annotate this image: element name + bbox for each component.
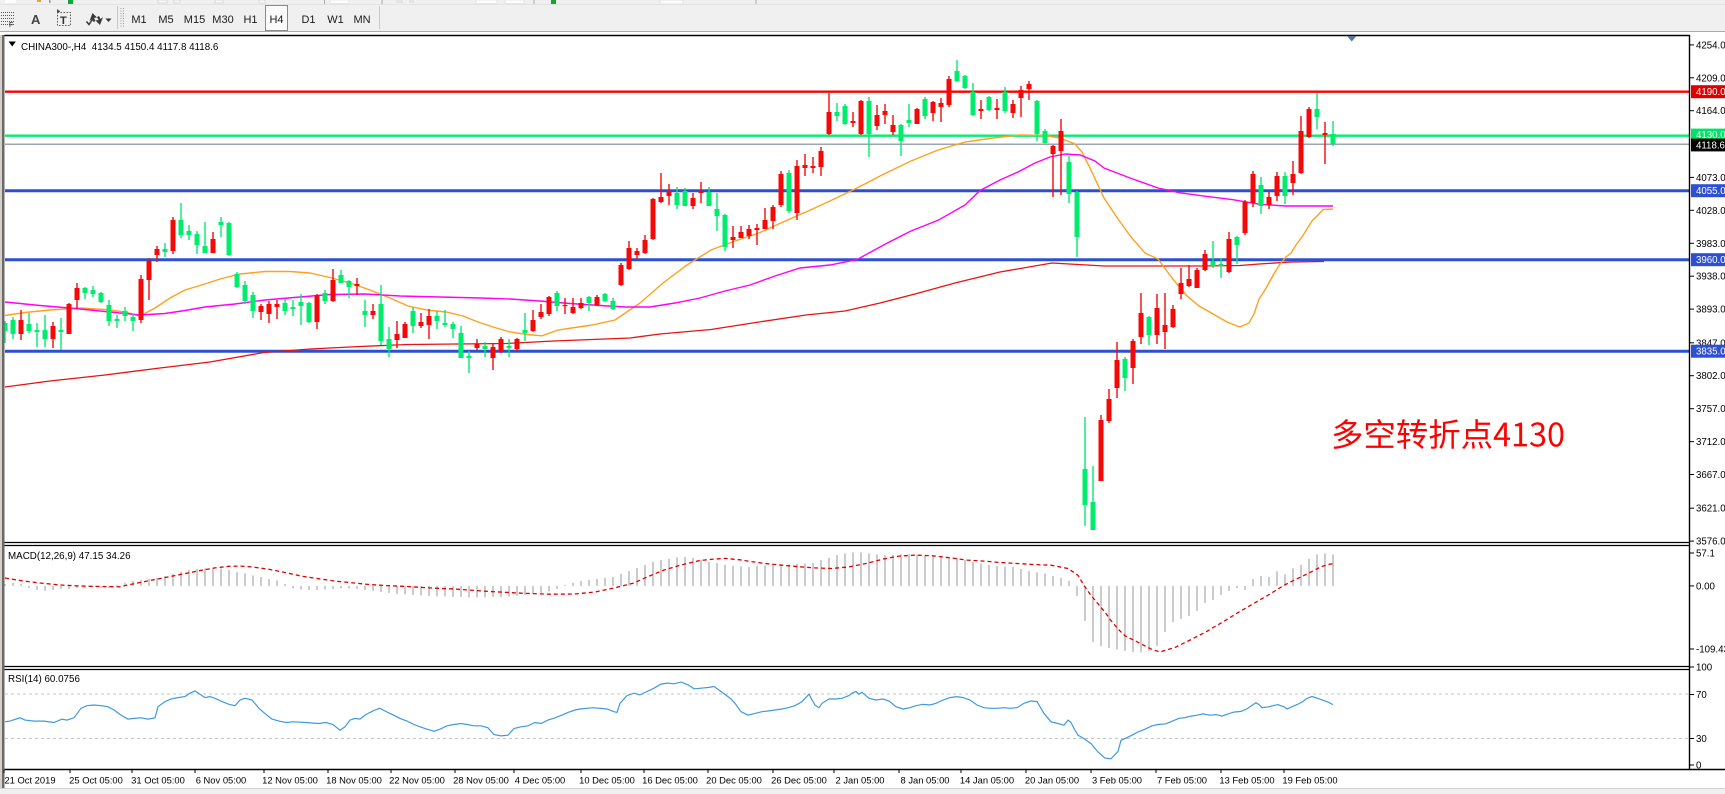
svg-text:31 Oct 05:00: 31 Oct 05:00 [131,775,185,786]
svg-text:M1: M1 [131,14,146,26]
svg-text:28 Nov 05:00: 28 Nov 05:00 [453,775,509,786]
svg-text:4118.6: 4118.6 [1696,141,1725,152]
svg-text:30: 30 [1696,734,1707,745]
svg-text:18 Nov 05:00: 18 Nov 05:00 [326,775,382,786]
svg-text:20 Dec 05:00: 20 Dec 05:00 [706,775,762,786]
svg-text:MN: MN [353,14,370,26]
svg-text:3960.0: 3960.0 [1696,255,1725,266]
svg-text:T: T [60,15,67,27]
svg-text:26 Dec 05:00: 26 Dec 05:00 [771,775,827,786]
svg-text:0.00: 0.00 [1696,581,1715,592]
svg-text:H1: H1 [243,14,257,26]
svg-text:3847.0: 3847.0 [1696,338,1725,349]
svg-text:4164.0: 4164.0 [1696,106,1725,117]
svg-text:3 Feb 05:00: 3 Feb 05:00 [1092,775,1142,786]
svg-text:4 Dec 05:00: 4 Dec 05:00 [515,775,566,786]
svg-text:4055.0: 4055.0 [1696,186,1725,197]
svg-text:M15: M15 [184,14,205,26]
svg-text:4209.0: 4209.0 [1696,73,1725,84]
svg-text:7 Feb 05:00: 7 Feb 05:00 [1157,775,1207,786]
svg-text:13 Feb 05:00: 13 Feb 05:00 [1219,775,1274,786]
svg-text:4254.0: 4254.0 [1696,40,1725,51]
svg-text:MACD(12,26,9) 47.15 34.26: MACD(12,26,9) 47.15 34.26 [8,551,131,562]
svg-text:4073.0: 4073.0 [1696,173,1725,184]
svg-text:4028.0: 4028.0 [1696,206,1725,217]
svg-text:6 Nov 05:00: 6 Nov 05:00 [196,775,247,786]
svg-text:M30: M30 [212,14,233,26]
svg-text:19 Feb 05:00: 19 Feb 05:00 [1282,775,1337,786]
svg-text:A: A [31,12,41,27]
svg-text:4190.0: 4190.0 [1696,87,1725,98]
svg-text:10 Dec 05:00: 10 Dec 05:00 [579,775,635,786]
svg-text:3757.0: 3757.0 [1696,404,1725,415]
svg-text:3712.0: 3712.0 [1696,437,1725,448]
svg-text:8 Jan 05:00: 8 Jan 05:00 [901,775,950,786]
svg-text:W1: W1 [327,14,344,26]
svg-text:M5: M5 [158,14,173,26]
svg-text:3576.0: 3576.0 [1696,537,1725,548]
svg-text:RSI(14) 60.0756: RSI(14) 60.0756 [8,674,80,685]
svg-text:CHINA300-,H4 4134.5 4150.4 41: CHINA300-,H4 4134.5 4150.4 4117.8 4118.6 [21,42,219,53]
svg-text:3802.0: 3802.0 [1696,371,1725,382]
svg-text:4130.0: 4130.0 [1696,130,1725,141]
svg-text:57.1: 57.1 [1696,549,1715,560]
svg-text:21 Oct 2019: 21 Oct 2019 [4,775,55,786]
svg-text:2 Jan 05:00: 2 Jan 05:00 [836,775,885,786]
svg-text:16 Dec 05:00: 16 Dec 05:00 [642,775,698,786]
svg-text:100: 100 [1696,663,1713,674]
svg-text:12 Nov 05:00: 12 Nov 05:00 [262,775,318,786]
svg-text:70: 70 [1696,690,1707,701]
svg-text:3983.0: 3983.0 [1696,239,1725,250]
svg-text:3893.0: 3893.0 [1696,305,1725,316]
svg-text:F: F [9,22,13,29]
svg-text:25 Oct 05:00: 25 Oct 05:00 [69,775,123,786]
svg-text:-109.43: -109.43 [1696,645,1725,656]
svg-text:3938.0: 3938.0 [1696,272,1725,283]
svg-text:20 Jan 05:00: 20 Jan 05:00 [1025,775,1079,786]
svg-text:22 Nov 05:00: 22 Nov 05:00 [389,775,445,786]
svg-text:3667.0: 3667.0 [1696,470,1725,481]
svg-text:3835.0: 3835.0 [1696,347,1725,358]
svg-text:D1: D1 [301,14,315,26]
svg-text:H4: H4 [269,14,283,26]
svg-text:0: 0 [1696,761,1702,772]
svg-text:3621.0: 3621.0 [1696,504,1725,515]
svg-text:14 Jan 05:00: 14 Jan 05:00 [960,775,1014,786]
